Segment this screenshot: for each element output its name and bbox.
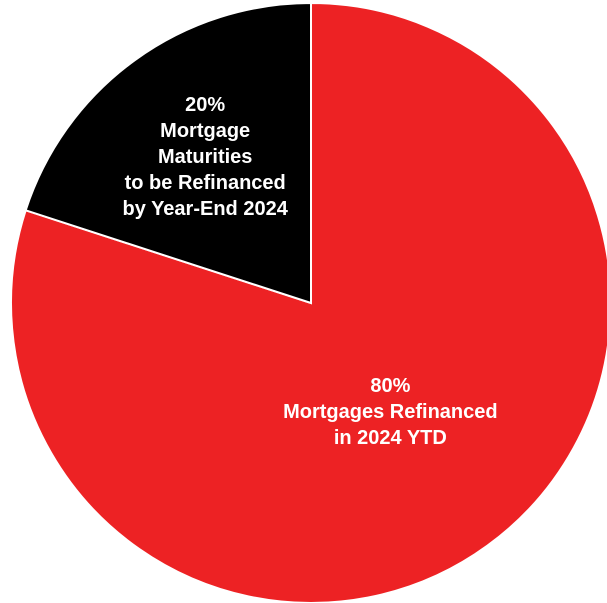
value-label: 80%: [370, 375, 411, 398]
category-label: Mortgage Maturities to be Refinanced by …: [122, 120, 288, 221]
value-label: 20%: [185, 94, 226, 117]
slice-label: 80% Mortgages Refinanced in 2024 YTD: [283, 373, 497, 451]
slice-label: 20% Mortgage Maturities to be Refinanced …: [123, 92, 288, 222]
category-label: Mortgages Refinanced in 2024 YTD: [283, 401, 498, 450]
pie-slice: [24, 1, 312, 305]
